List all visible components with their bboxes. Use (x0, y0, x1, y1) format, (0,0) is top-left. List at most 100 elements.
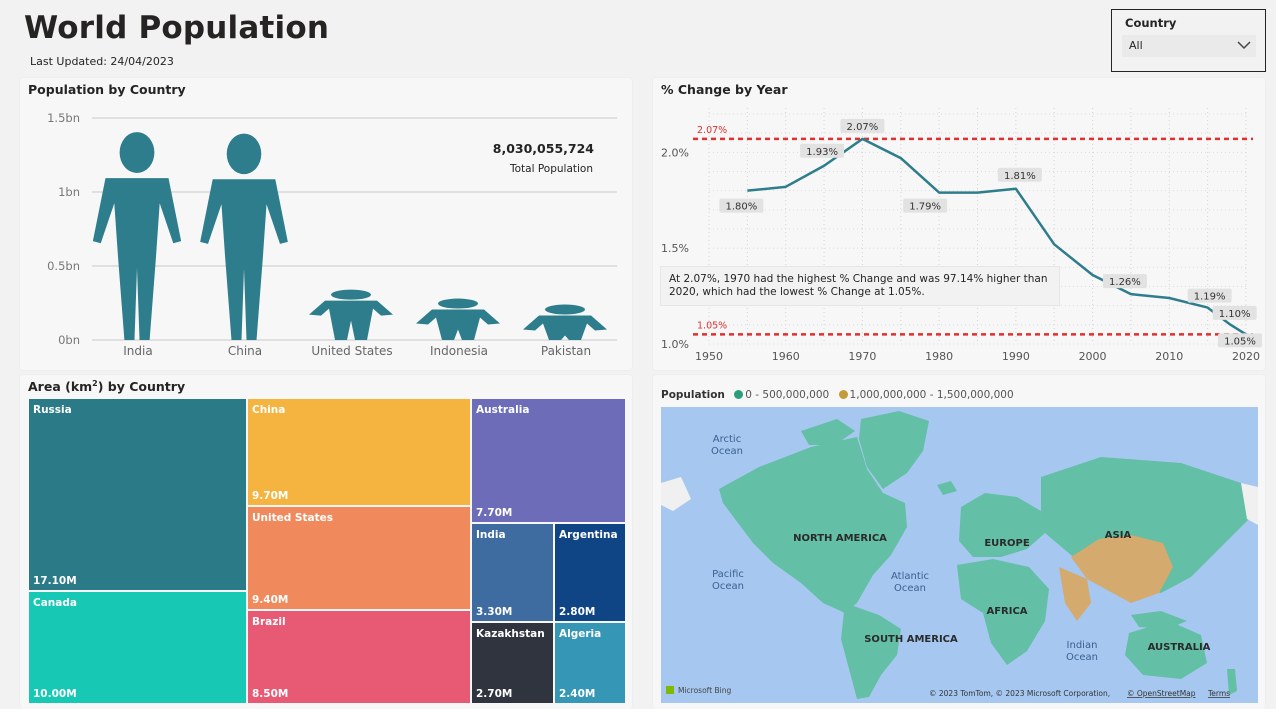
y-tick-label: 1.0% (661, 338, 689, 351)
treemap-cell[interactable]: Algeria 2.40M (554, 622, 626, 704)
indian-ocean-label: Indian (1067, 640, 1098, 651)
arctic-islands-shape (801, 419, 855, 445)
treemap-cell-value: 2.40M (559, 688, 596, 700)
data-label: 2.07% (847, 122, 879, 133)
total-population-label: Total Population (509, 163, 593, 175)
north-america-shape (719, 437, 907, 613)
x-tick-label: 1970 (848, 350, 876, 363)
data-label: 1.79% (909, 202, 941, 213)
y-tick-label: 0bn (58, 333, 80, 347)
treemap-cell-name: Kazakhstan (476, 628, 545, 640)
north-america-label: NORTH AMERICA (793, 533, 887, 544)
data-label: 1.19% (1194, 292, 1226, 303)
person-body (92, 178, 182, 340)
insight-text: At 2.07%, 1970 had the highest % Change … (660, 266, 1060, 306)
person-head (119, 132, 155, 173)
treemap-cell[interactable]: China 9.70M (247, 398, 471, 506)
treemap-cell[interactable]: Argentina 2.80M (554, 523, 626, 622)
data-label: 1.05% (1224, 336, 1256, 347)
person-bar[interactable] (416, 298, 500, 340)
far-east-shape (1241, 483, 1258, 525)
data-label-bg (903, 198, 948, 213)
treemap-cell[interactable]: Brazil 8.50M (247, 610, 471, 704)
data-label: 1.80% (725, 202, 757, 213)
page-title: World Population (24, 10, 330, 46)
y-tick-label: 1.5bn (47, 111, 80, 125)
treemap-cell[interactable]: Kazakhstan 2.70M (471, 622, 554, 704)
treemap-cell[interactable]: Russia 17.10M (28, 398, 247, 591)
treemap-cell-name: China (252, 404, 286, 416)
change-chart-title: % Change by Year (661, 82, 788, 97)
last-updated: Last Updated: 24/04/2023 (30, 55, 174, 68)
person-bar[interactable] (309, 289, 393, 340)
x-category-label: United States (311, 344, 392, 358)
data-label: 1.10% (1219, 309, 1251, 320)
china-shape (1071, 535, 1173, 603)
treemap-cell[interactable]: Canada 10.00M (28, 591, 247, 704)
treemap-cell[interactable]: Australia 7.70M (471, 398, 626, 523)
x-tick-label: 2000 (1079, 350, 1107, 363)
treemap-cell-value: 9.70M (252, 490, 289, 502)
treemap-title: Area (km2) by Country (28, 379, 186, 395)
dropdown-value: All (1129, 39, 1143, 52)
greenland-shape (859, 411, 929, 489)
reference-line-label: 2.07% (697, 125, 727, 136)
person-head (438, 298, 478, 309)
x-category-label: Pakistan (541, 344, 591, 358)
treemap-cell-value: 7.70M (476, 507, 513, 519)
slicer-label: Country (1125, 16, 1177, 30)
population-chart-title: Population by Country (28, 82, 186, 97)
treemap-cell-name: India (476, 529, 506, 541)
treemap-cell[interactable]: India 3.30M (471, 523, 554, 622)
y-tick-label: 1.5% (661, 242, 689, 255)
indian-ocean-label-2: Ocean (1066, 652, 1098, 663)
treemap-cell-value: 17.10M (33, 575, 77, 587)
person-bar[interactable] (523, 304, 607, 340)
treemap-cell-name: Australia (476, 404, 530, 416)
data-label-bg (1212, 305, 1257, 320)
treemap-cell-name: Algeria (559, 628, 602, 640)
treemap-cell-value: 2.70M (476, 688, 513, 700)
atlantic-ocean-label: Atlantic (891, 571, 929, 582)
treemap-cell-value: 10.00M (33, 688, 77, 700)
country-slicer: Country All (1111, 9, 1266, 72)
country-dropdown[interactable]: All (1122, 35, 1256, 57)
osm-link[interactable]: © OpenStreetMap (1127, 689, 1196, 698)
africa-label: AFRICA (986, 606, 1027, 617)
legend-dot-high (838, 390, 848, 399)
person-body (523, 315, 607, 340)
treemap-cell-name: Argentina (559, 529, 618, 541)
data-label: 1.81% (1004, 171, 1036, 182)
india-shape (1059, 567, 1091, 621)
treemap-cell-value: 2.80M (559, 606, 596, 618)
australia-shape (1125, 621, 1207, 679)
iceland-shape (937, 481, 957, 495)
data-label-bg (800, 143, 845, 158)
map-legend: Population 0 - 500,000,000 1,000,000,000… (661, 389, 1014, 401)
terms-link[interactable]: Terms (1207, 689, 1230, 698)
y-tick-label: 0.5bn (47, 259, 80, 273)
treemap-cell-name: Russia (33, 404, 72, 416)
far-east-russia-west (661, 477, 691, 511)
person-bar[interactable] (92, 132, 182, 340)
asia-label: ASIA (1105, 530, 1132, 541)
pacific-ocean-label: Pacific (712, 569, 744, 580)
x-category-label: India (123, 344, 152, 358)
africa-shape (957, 559, 1049, 665)
treemap-cell[interactable]: United States 9.40M (247, 506, 471, 610)
arctic-ocean-label: Arctic (713, 434, 741, 445)
south-america-label: SOUTH AMERICA (864, 634, 958, 645)
x-tick-label: 1980 (925, 350, 953, 363)
population-chart: 0bn 0.5bn 1bn 1.5bn India China United States… (47, 111, 617, 358)
treemap-cell-name: Brazil (252, 616, 286, 628)
data-label-bg (1187, 288, 1232, 303)
pacific-ocean-label-2: Ocean (712, 581, 744, 592)
x-category-label: Indonesia (430, 344, 488, 358)
person-body (309, 300, 393, 340)
person-bar[interactable] (200, 133, 288, 340)
world-map[interactable]: Arctic Ocean NORTH AMERICA EUROPE ASIA A… (661, 407, 1258, 703)
reference-line-label: 1.05% (697, 320, 727, 331)
total-population-value: 8,030,055,724 (493, 141, 595, 156)
person-body (416, 309, 500, 340)
x-tick-label: 1950 (695, 350, 723, 363)
